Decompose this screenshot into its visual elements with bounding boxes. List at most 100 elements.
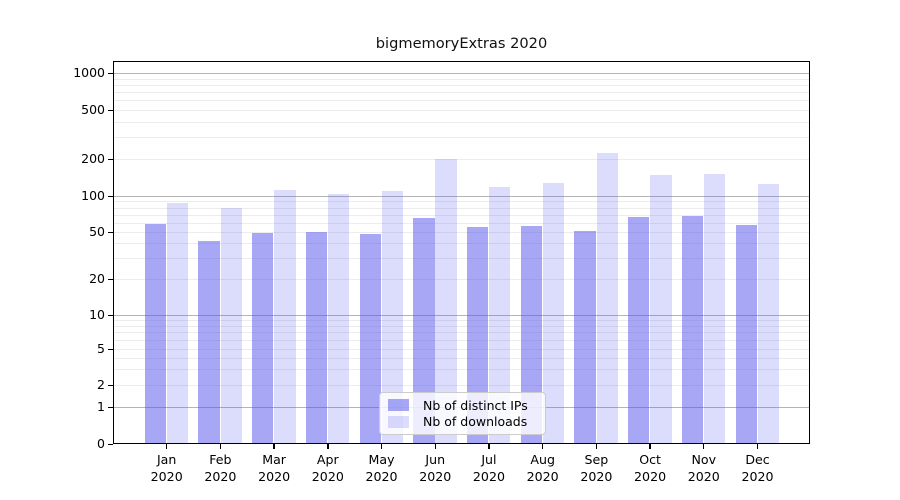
minor-gridline bbox=[114, 159, 809, 160]
minor-gridline bbox=[114, 325, 809, 327]
y-tick-label: 500 bbox=[81, 102, 105, 117]
legend-label-distinct-ips: Nb of distinct IPs bbox=[423, 397, 528, 413]
minor-gridline bbox=[114, 78, 809, 80]
bar-distinct-ips-aug bbox=[520, 226, 542, 444]
bar-downloads-mar bbox=[274, 190, 296, 444]
x-tick-label: Apr 2020 bbox=[311, 452, 344, 484]
minor-gridline bbox=[114, 243, 809, 245]
x-tick-label: Mar 2020 bbox=[258, 452, 291, 484]
x-tick-label: Oct 2020 bbox=[634, 452, 667, 484]
x-tick-mark bbox=[273, 444, 275, 449]
x-tick-mark bbox=[756, 444, 759, 449]
bar-distinct-ips-mar bbox=[252, 233, 274, 444]
minor-gridline bbox=[114, 110, 809, 111]
bar-downloads-feb bbox=[220, 207, 242, 444]
bar-distinct-ips-sep bbox=[574, 230, 596, 444]
x-tick-label: Jan 2020 bbox=[150, 452, 183, 484]
minor-gridline bbox=[114, 201, 809, 203]
bar-distinct-ips-dec bbox=[735, 225, 757, 444]
minor-gridline bbox=[114, 222, 809, 224]
minor-gridline bbox=[114, 92, 809, 94]
x-tick-label: Jun 2020 bbox=[419, 452, 452, 484]
y-tick-mark bbox=[108, 72, 113, 74]
bar-distinct-ips-may bbox=[359, 234, 381, 444]
y-tick-label: 0 bbox=[97, 436, 105, 451]
x-tick-label: Nov 2020 bbox=[687, 452, 720, 484]
bar-distinct-ips-jan bbox=[144, 224, 166, 444]
bar-downloads-nov bbox=[704, 173, 726, 444]
minor-gridline bbox=[114, 100, 809, 102]
bar-downloads-jul bbox=[489, 187, 511, 444]
minor-gridline bbox=[114, 137, 809, 139]
bar-downloads-jan bbox=[166, 202, 189, 444]
x-tick-mark bbox=[649, 444, 651, 449]
major-gridline bbox=[114, 315, 809, 316]
bar-downloads-aug bbox=[542, 182, 565, 444]
bar-distinct-ips-jul bbox=[466, 227, 489, 444]
bar-downloads-may bbox=[381, 191, 404, 444]
y-tick-label: 2 bbox=[97, 377, 105, 392]
y-tick-label: 20 bbox=[89, 271, 105, 286]
y-tick-label: 100 bbox=[81, 188, 105, 203]
bar-distinct-ips-oct bbox=[628, 216, 650, 444]
bar-downloads-sep bbox=[596, 152, 618, 444]
y-tick-label: 50 bbox=[89, 224, 105, 239]
bar-downloads-oct bbox=[650, 175, 672, 444]
legend-label-downloads: Nb of downloads bbox=[423, 414, 528, 430]
bar-downloads-apr bbox=[328, 194, 350, 444]
bar-distinct-ips-jun bbox=[413, 217, 435, 444]
y-tick-mark bbox=[108, 384, 113, 386]
y-tick-label: 5 bbox=[97, 341, 105, 356]
x-tick-mark bbox=[595, 444, 598, 449]
y-tick-mark bbox=[108, 109, 113, 111]
minor-gridline bbox=[114, 332, 809, 334]
minor-gridline bbox=[114, 349, 809, 350]
x-tick-label: Feb 2020 bbox=[204, 452, 237, 484]
x-tick-label: Jul 2020 bbox=[472, 452, 505, 484]
minor-gridline bbox=[114, 369, 809, 371]
bar-downloads-jun bbox=[435, 158, 457, 444]
y-tick-mark bbox=[108, 231, 113, 233]
y-tick-mark bbox=[108, 314, 113, 316]
y-tick-label: 1 bbox=[97, 399, 105, 414]
minor-gridline bbox=[114, 357, 809, 359]
y-tick-label: 200 bbox=[81, 151, 105, 166]
legend-swatch-downloads bbox=[388, 415, 409, 428]
x-tick-mark bbox=[703, 444, 705, 449]
y-tick-mark bbox=[108, 278, 113, 280]
minor-gridline bbox=[114, 320, 809, 322]
chart-title: bigmemoryExtras 2020 bbox=[375, 35, 548, 52]
x-tick-mark bbox=[541, 444, 544, 449]
x-tick-mark bbox=[219, 444, 222, 449]
x-tick-label: Dec 2020 bbox=[741, 452, 774, 484]
minor-gridline bbox=[114, 121, 809, 123]
x-tick-mark bbox=[380, 444, 383, 449]
minor-gridline bbox=[114, 207, 809, 209]
x-tick-mark bbox=[488, 444, 490, 449]
y-tick-label: 1000 bbox=[73, 65, 105, 80]
bar-downloads-dec bbox=[757, 184, 779, 444]
legend-entry-distinct-ips: Nb of distinct IPs bbox=[388, 397, 537, 414]
minor-gridline bbox=[114, 84, 809, 86]
y-tick-mark bbox=[108, 443, 113, 445]
major-gridline bbox=[114, 73, 809, 74]
y-tick-mark bbox=[108, 348, 113, 350]
minor-gridline bbox=[114, 232, 809, 233]
y-tick-label: 10 bbox=[89, 307, 105, 322]
x-tick-label: Sep 2020 bbox=[580, 452, 613, 484]
y-tick-mark bbox=[108, 406, 113, 408]
minor-gridline bbox=[114, 340, 809, 342]
minor-gridline bbox=[114, 258, 809, 260]
legend-swatch-distinct-ips bbox=[388, 399, 409, 412]
bar-distinct-ips-apr bbox=[305, 232, 328, 444]
minor-gridline bbox=[114, 385, 809, 386]
bar-distinct-ips-feb bbox=[198, 240, 220, 444]
legend-entry-downloads: Nb of downloads bbox=[388, 414, 537, 431]
x-tick-label: May 2020 bbox=[365, 452, 398, 484]
major-gridline bbox=[114, 196, 809, 197]
minor-gridline bbox=[114, 279, 809, 280]
y-tick-mark bbox=[108, 195, 113, 197]
x-tick-mark bbox=[166, 444, 168, 449]
minor-gridline bbox=[114, 214, 809, 216]
